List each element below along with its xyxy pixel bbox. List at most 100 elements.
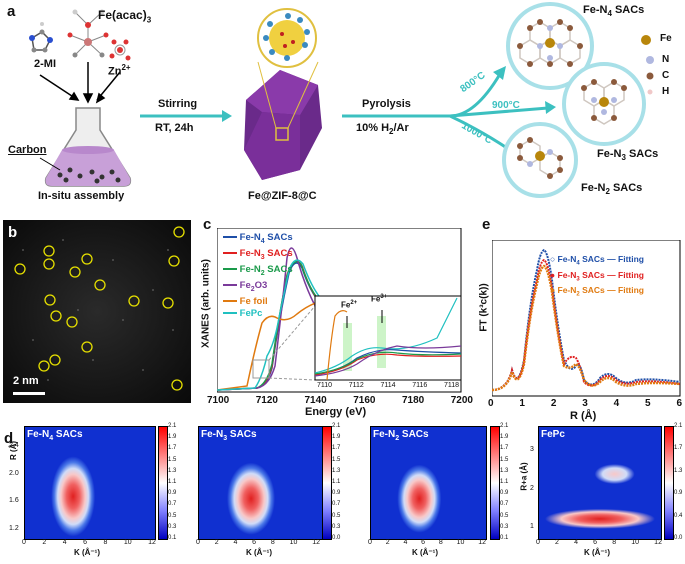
- wt-heatmap: [24, 426, 156, 540]
- colorbar-ticks: 2.1 1.9 1.7 1.5 1.3 1.1 0.9 0.7 0.5 0.3 0.0: [332, 423, 341, 541]
- legend-fe: Fe: [660, 33, 672, 44]
- c-legend-fefoil: Fe foil: [223, 296, 293, 308]
- colorbar: [664, 426, 674, 540]
- e-legend: ○ Fe-N4 SACs — Fitting ● Fe-N3 SACs — Fi…: [550, 254, 644, 301]
- fen4-structure: [506, 2, 594, 90]
- panel-a: a: [0, 0, 685, 202]
- panel-c-letter: c: [203, 216, 212, 233]
- haadf-image: [3, 220, 191, 403]
- pyrolysis-arrow: [342, 73, 549, 152]
- two-mi-label: 2-MI: [34, 58, 56, 70]
- e-legend-fen2: ● Fe-N2 SACs — Fitting: [550, 285, 644, 299]
- colorbar: [158, 426, 168, 540]
- temp-900-label: 900°C: [492, 100, 520, 111]
- gas-label: 10% H2/Ar: [356, 122, 409, 137]
- zif-label: Fe@ZIF-8@C: [248, 190, 317, 202]
- element-legend: [641, 35, 654, 95]
- c-legend-fen3: Fe-N3 SACs: [223, 248, 293, 264]
- fe-acac-label: Fe(acac)3: [98, 8, 152, 25]
- panel-b-letter: b: [8, 224, 18, 241]
- insitu-label: In-situ assembly: [38, 190, 125, 202]
- fen3-structure: [562, 62, 646, 146]
- stirring-arrow: [140, 110, 232, 122]
- zif-polyhedron: [244, 8, 322, 180]
- wt-yticks: 2.4 2.0 1.6 1.2: [9, 442, 19, 532]
- two-mi-molecule: [29, 22, 53, 53]
- scale-bar: [13, 392, 45, 395]
- colorbar: [322, 426, 332, 540]
- c-legend: Fe-N4 SACs Fe-N3 SACs Fe-N2 SACs Fe2O3 F…: [223, 232, 293, 320]
- panel-a-graphics: [29, 2, 654, 198]
- wt-heatmap: [370, 426, 487, 540]
- arrow-head-900: [545, 101, 556, 114]
- fe2-label: Fe2+: [341, 300, 358, 310]
- wt-xticks: 0 2 4 6 8 10 12: [536, 539, 662, 546]
- legend-c: C: [662, 70, 670, 81]
- c-inset-ticks: 7110 7112 7114 7116 7118: [317, 382, 459, 389]
- wt-heatmap: [198, 426, 330, 540]
- e-curve-fen2: [492, 264, 681, 392]
- c-xlabel: Energy (eV): [305, 406, 367, 418]
- input-arrows: [39, 62, 121, 104]
- e-legend-fen3: ● Fe-N3 SACs — Fitting: [550, 269, 644, 283]
- wavelet-map-fen3: Fe-N3 SACs 2.1 1.9 1.7 1.5 1.3 1.1 0.9 0.7 0.5 0.…: [196, 423, 363, 557]
- panel-a-letter: a: [7, 3, 16, 20]
- wt-title: Fe-N4 SACs: [27, 429, 83, 442]
- colorbar-ticks: 2.1 1.7 1.3 0.9 0.4 0.0: [674, 423, 683, 541]
- c-legend-fe2o3: Fe2O3: [223, 280, 293, 296]
- wt-title: Fe-N3 SACs: [201, 429, 257, 442]
- flask: [39, 107, 132, 187]
- fen3-label: Fe-N3 SACs: [597, 148, 659, 163]
- legend-n: N: [662, 54, 670, 65]
- scale-label: 2 nm: [13, 375, 39, 387]
- wt-xticks: 0 2 4 6 8 10 12: [196, 539, 320, 546]
- wt-xticks: 0 2 4 6 8 10 12: [22, 539, 156, 546]
- panel-e: e FT (k³c(k)) ○ Fe-N4 SACs — Fitting ● F…: [470, 210, 685, 425]
- c-legend-fen4: Fe-N4 SACs: [223, 232, 293, 248]
- ft-plot: [492, 240, 681, 397]
- c-ylabel: XANES (arb. units): [200, 259, 212, 348]
- rt-label: RT, 24h: [155, 122, 194, 134]
- colorbar: [490, 426, 500, 540]
- fen2-structure: [502, 122, 578, 198]
- wt-title: Fe-N2 SACs: [373, 429, 429, 442]
- wt-xlabel: K (Å⁻¹): [246, 548, 272, 557]
- panel-b: b 2 nm: [3, 220, 191, 403]
- wavelet-map-fen4: Fe-N4 SACs 2.1 1.9 1.7 1.5 1.3 1.1 0.9 0.7 0.5 0.…: [9, 423, 189, 557]
- panel-d-letter: d: [4, 430, 14, 447]
- single-atom-markers: [14, 226, 185, 391]
- wt-xlabel: K (Å⁻¹): [74, 548, 100, 557]
- wt-xticks: 0 2 4 6 8 10 12: [368, 539, 486, 546]
- xanes-plot: [217, 228, 462, 393]
- arrow-head-800: [493, 66, 506, 80]
- wt-xlabel: K (Å⁻¹): [412, 548, 438, 557]
- fen4-label: Fe-N4 SACs: [583, 4, 645, 19]
- e-ylabel: FT (k³c(k)): [478, 283, 490, 332]
- wt-title: FePc: [541, 429, 565, 440]
- panel-e-letter: e: [482, 216, 491, 233]
- e-xlabel: R (Å): [570, 410, 597, 422]
- fe3-label: Fe3+: [371, 294, 388, 304]
- colorbar-ticks: 2.1 1.9 1.7 1.5 1.3 1.1 0.9 0.7 0.5 0.3 0.1: [500, 423, 509, 541]
- carbon-label: Carbon: [8, 144, 47, 156]
- wavelet-map-fen2: Fe-N2 SACs 2.1 1.9 1.7 1.5 1.3 1.1 0.9 0.7 0.5 0.…: [368, 423, 520, 557]
- zn-label: Zn2+: [108, 63, 131, 78]
- legend-h: H: [662, 86, 670, 97]
- c-legend-fen2: Fe-N2 SACs: [223, 264, 293, 280]
- fe-acac-atoms: [67, 9, 109, 58]
- c-xticks: 7100 7120 7140 7160 7180 7200: [207, 395, 473, 406]
- wt-ylabel: R+a (Å): [519, 462, 529, 491]
- zoom-box: [252, 359, 270, 379]
- wt-heatmap: [538, 426, 662, 540]
- e-legend-fen4: ○ Fe-N4 SACs — Fitting: [550, 254, 644, 267]
- wt-xlabel: K (Å⁻¹): [584, 548, 610, 557]
- colorbar-ticks: 2.1 1.9 1.7 1.5 1.3 1.1 0.9 0.7 0.5 0.3 0.1: [168, 423, 177, 541]
- panel-c: c XANES (arb. units) Fe-N4 SA: [195, 210, 474, 410]
- stirring-label: Stirring: [158, 98, 198, 110]
- fen2-label: Fe-N2 SACs: [581, 182, 643, 197]
- c-legend-fepc: FePc: [223, 308, 293, 320]
- inset: [314, 295, 462, 381]
